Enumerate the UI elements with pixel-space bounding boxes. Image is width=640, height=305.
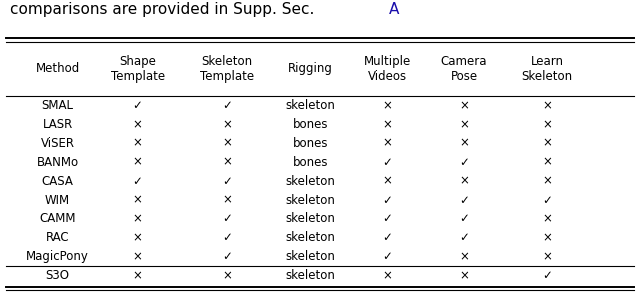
Text: Method: Method [35, 62, 80, 75]
Text: ✓: ✓ [382, 213, 392, 225]
Text: A: A [388, 2, 399, 17]
Text: CAMM: CAMM [39, 213, 76, 225]
Text: ×: × [542, 99, 552, 112]
Text: skeleton: skeleton [285, 250, 335, 263]
Text: ×: × [542, 250, 552, 263]
Text: Shape
Template: Shape Template [111, 55, 164, 83]
Text: bones: bones [292, 156, 328, 169]
Text: ✓: ✓ [222, 213, 232, 225]
Text: ×: × [542, 156, 552, 169]
Text: ✓: ✓ [222, 231, 232, 244]
Text: ×: × [542, 231, 552, 244]
Text: ×: × [459, 250, 469, 263]
Text: ✓: ✓ [382, 156, 392, 169]
Text: skeleton: skeleton [285, 99, 335, 112]
Text: Multiple
Videos: Multiple Videos [364, 55, 411, 83]
Text: ×: × [459, 175, 469, 188]
Text: ×: × [382, 118, 392, 131]
Text: ×: × [222, 269, 232, 282]
Text: ✓: ✓ [459, 213, 469, 225]
Text: bones: bones [292, 118, 328, 131]
Text: ×: × [132, 137, 143, 150]
Text: ✓: ✓ [459, 194, 469, 206]
Text: ×: × [542, 118, 552, 131]
Text: ×: × [542, 213, 552, 225]
Text: ×: × [542, 137, 552, 150]
Text: skeleton: skeleton [285, 269, 335, 282]
Text: S3O: S3O [45, 269, 70, 282]
Text: ×: × [542, 175, 552, 188]
Text: comparisons are provided in Supp. Sec.: comparisons are provided in Supp. Sec. [10, 2, 314, 17]
Text: ×: × [459, 137, 469, 150]
Text: Skeleton
Template: Skeleton Template [200, 55, 254, 83]
Text: RAC: RAC [46, 231, 69, 244]
Text: skeleton: skeleton [285, 194, 335, 206]
Text: LASR: LASR [42, 118, 73, 131]
Text: ViSER: ViSER [40, 137, 75, 150]
Text: CASA: CASA [42, 175, 74, 188]
Text: ×: × [132, 118, 143, 131]
Text: Camera
Pose: Camera Pose [441, 55, 487, 83]
Text: ×: × [382, 269, 392, 282]
Text: ×: × [132, 194, 143, 206]
Text: ×: × [132, 269, 143, 282]
Text: ✓: ✓ [382, 194, 392, 206]
Text: ×: × [459, 269, 469, 282]
Text: ×: × [132, 156, 143, 169]
Text: Learn
Skeleton: Learn Skeleton [522, 55, 573, 83]
Text: ×: × [132, 213, 143, 225]
Text: BANMo: BANMo [36, 156, 79, 169]
Text: ×: × [132, 231, 143, 244]
Text: skeleton: skeleton [285, 231, 335, 244]
Text: ×: × [459, 99, 469, 112]
Text: ×: × [222, 194, 232, 206]
Text: ✓: ✓ [132, 99, 143, 112]
Text: ✓: ✓ [222, 175, 232, 188]
Text: ✓: ✓ [542, 269, 552, 282]
Text: bones: bones [292, 137, 328, 150]
Text: ✓: ✓ [222, 250, 232, 263]
Text: ×: × [222, 137, 232, 150]
Text: ×: × [222, 118, 232, 131]
Text: SMAL: SMAL [42, 99, 74, 112]
Text: ✓: ✓ [542, 194, 552, 206]
Text: Rigging: Rigging [288, 62, 333, 75]
Text: MagicPony: MagicPony [26, 250, 89, 263]
Text: ✓: ✓ [459, 231, 469, 244]
Text: ×: × [382, 99, 392, 112]
Text: ×: × [382, 175, 392, 188]
Text: ×: × [222, 156, 232, 169]
Text: skeleton: skeleton [285, 213, 335, 225]
Text: ×: × [459, 118, 469, 131]
Text: ✓: ✓ [132, 175, 143, 188]
Text: ×: × [382, 137, 392, 150]
Text: ×: × [132, 250, 143, 263]
Text: ✓: ✓ [382, 250, 392, 263]
Text: skeleton: skeleton [285, 175, 335, 188]
Text: ✓: ✓ [382, 231, 392, 244]
Text: WIM: WIM [45, 194, 70, 206]
Text: ✓: ✓ [459, 156, 469, 169]
Text: ✓: ✓ [222, 99, 232, 112]
